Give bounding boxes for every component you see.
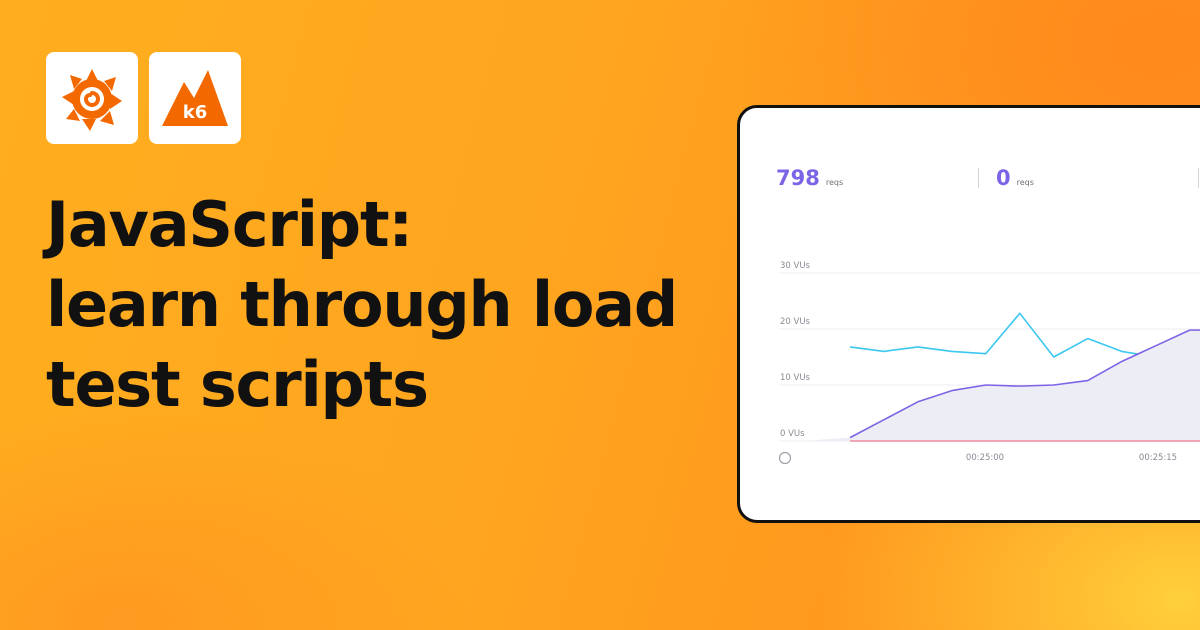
stat-requests-failed: 0 reqs (996, 166, 1034, 190)
y-tick-label: 10 VUs (780, 373, 811, 383)
headline-line-1: JavaScript: (46, 188, 413, 261)
k6-icon: k6 (162, 70, 228, 126)
y-tick-label: 30 VUs (780, 261, 811, 271)
x-tick-label: 00:25:15 (1139, 453, 1177, 463)
stat-requests-total: 798 reqs (776, 166, 843, 190)
k6-logo-text: k6 (183, 102, 208, 123)
stat-value: 798 (776, 166, 820, 190)
vu-line-chart: 0 VUs 10 VUs 20 VUs 30 VUs 00:25:00 00:25:15 (778, 261, 1200, 465)
y-tick-label: 20 VUs (780, 317, 811, 327)
series-line (849, 329, 1200, 439)
headline-line-3: test scripts (46, 348, 429, 421)
dashboard-card: 798 reqs 0 reqs 0 VUs 10 VUs 20 VUs 30 VUs 0… (737, 105, 1200, 523)
grafana-logo (46, 52, 138, 144)
stat-divider (978, 168, 979, 188)
stat-unit: reqs (1016, 178, 1034, 187)
clock-icon (778, 451, 792, 465)
grafana-icon (62, 69, 122, 131)
stat-divider (1198, 168, 1199, 188)
x-tick-label: 00:25:00 (966, 453, 1004, 463)
stat-value: 0 (996, 166, 1011, 190)
headline-line-2: learn through load (46, 268, 678, 341)
headline: JavaScript: learn through load test scri… (46, 188, 678, 434)
stat-unit: reqs (825, 178, 844, 187)
k6-logo: k6 (149, 52, 241, 144)
y-tick-label: 0 VUs (780, 429, 805, 439)
